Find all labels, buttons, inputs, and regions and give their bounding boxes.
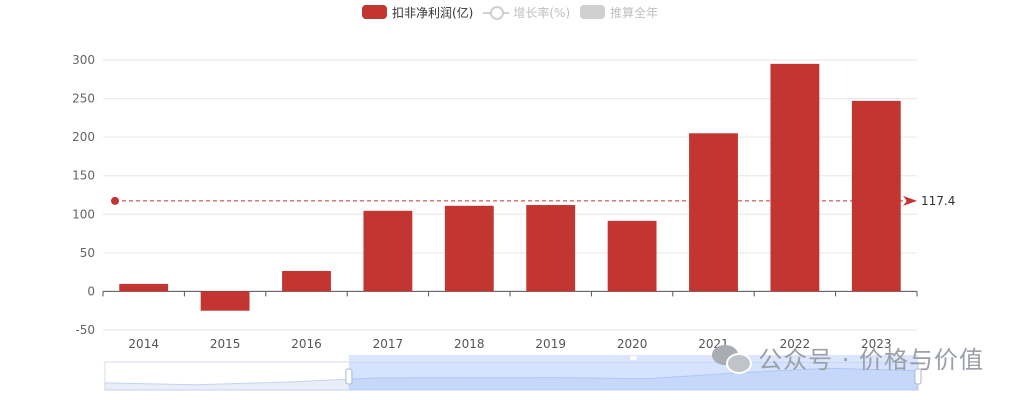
average-line-arrow (903, 195, 917, 206)
legend-label-full-year-estimate: 推算全年 (610, 5, 659, 20)
y-tick-label: 300 (72, 53, 95, 67)
legend-label-growth-rate: 增长率(%) (513, 5, 571, 20)
bar (770, 63, 820, 292)
data-zoom-start-handle[interactable] (345, 368, 353, 385)
bar (363, 210, 413, 292)
x-tick-label: 2017 (373, 337, 404, 351)
y-tick-label: 250 (72, 92, 95, 106)
x-tick-label: 2022 (780, 337, 811, 351)
y-tick-label: 200 (72, 130, 95, 144)
bar (851, 100, 901, 292)
legend-swatch-growth-rate (483, 5, 510, 20)
y-tick-label: 50 (80, 246, 95, 260)
x-tick-label: 2015 (210, 337, 241, 351)
data-zoom-selection (348, 362, 918, 390)
bar (282, 270, 331, 292)
bar (119, 283, 169, 292)
x-tick-label: 2023 (861, 337, 892, 351)
watermark: 公众号 · 价格与价值 (712, 340, 984, 375)
data-zoom-move-grip (630, 356, 637, 360)
y-tick-label: 150 (72, 169, 95, 183)
x-tick-label: 2019 (535, 337, 566, 351)
legend-swatch-full-year-estimate (580, 5, 606, 19)
legend: 扣非净利润(亿) 增长率(%) 推算全年 (362, 2, 668, 22)
x-tick-label: 2018 (454, 337, 485, 351)
bar (200, 291, 250, 311)
x-tick-label: 2016 (291, 337, 322, 351)
legend-item-net-profit[interactable]: 扣非净利润(亿) (362, 4, 473, 21)
y-tick-label: 100 (72, 207, 95, 221)
data-zoom-end-handle[interactable] (914, 368, 922, 385)
bar (689, 133, 738, 292)
average-line-label: 117.4 (921, 194, 955, 208)
y-tick-label: 0 (87, 284, 95, 298)
x-tick-label: 2014 (128, 337, 159, 351)
average-line-start (111, 196, 119, 205)
x-tick-label: 2020 (617, 337, 648, 351)
wechat-icon (712, 343, 753, 374)
y-tick-label: -50 (75, 323, 95, 337)
legend-swatch-net-profit (362, 5, 387, 19)
bar (607, 220, 657, 292)
legend-item-full-year-estimate[interactable]: 推算全年 (580, 4, 658, 21)
legend-item-growth-rate[interactable]: 增长率(%) (483, 4, 570, 21)
bar (526, 205, 576, 292)
bar (444, 205, 494, 292)
legend-label-net-profit: 扣非净利润(亿) (392, 5, 474, 20)
watermark-text: 公众号 · 价格与价值 (758, 346, 984, 374)
